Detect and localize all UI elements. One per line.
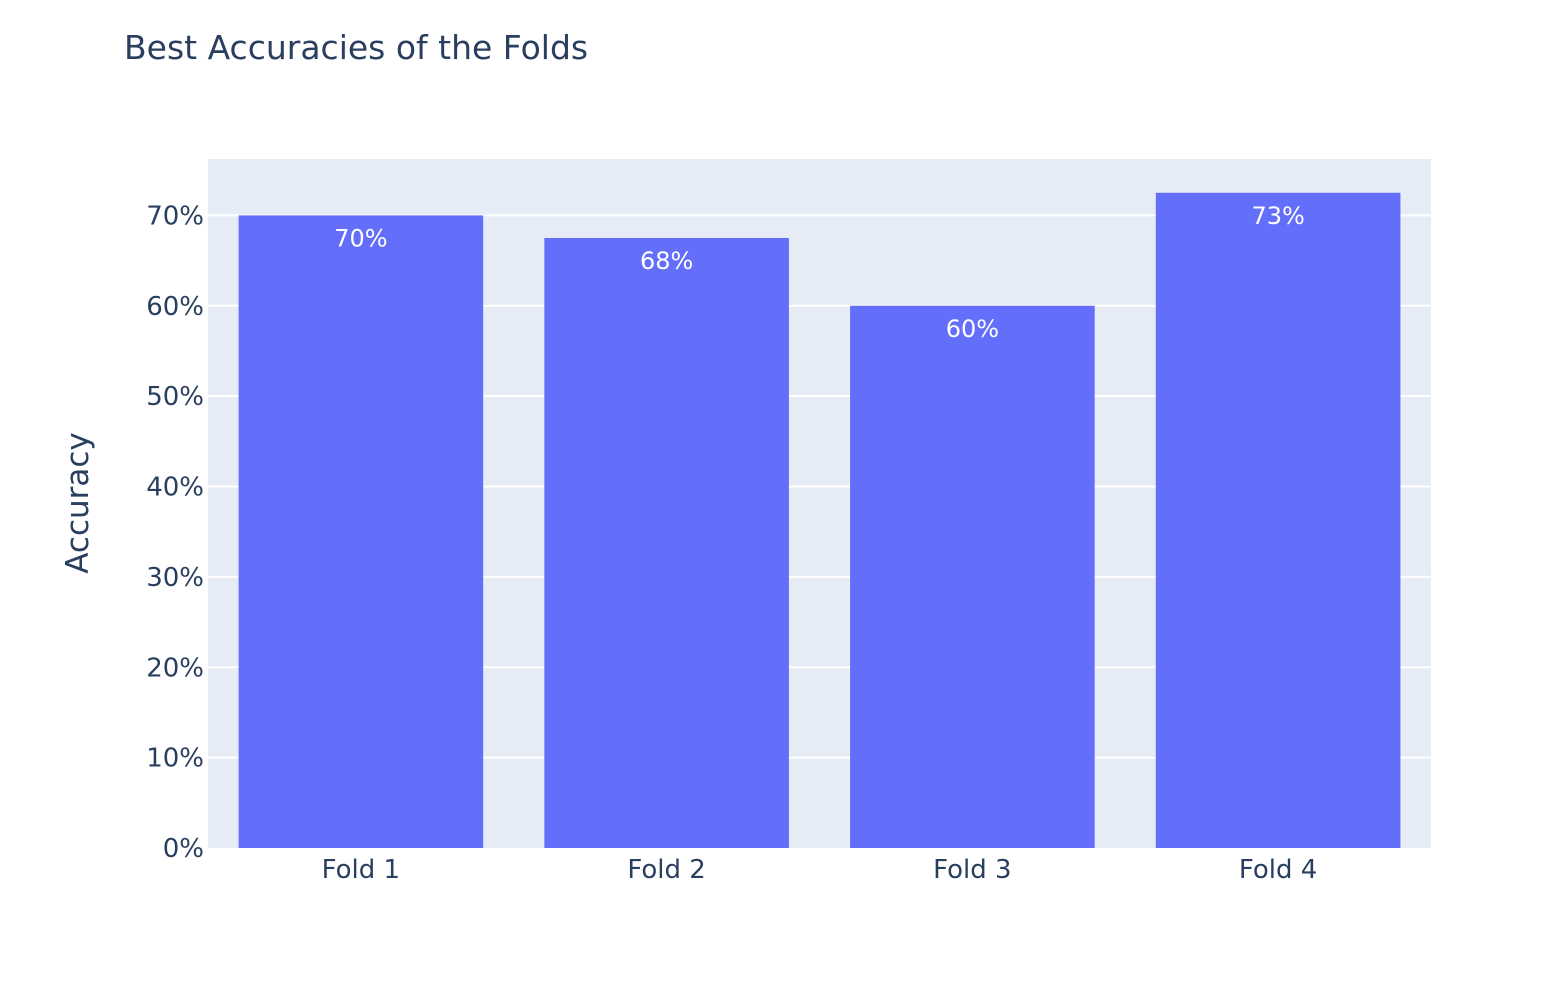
- y-tick-label: 40%: [146, 473, 204, 503]
- x-axis-ticks: Fold 1 Fold 2 Fold 3 Fold 4: [322, 855, 1318, 885]
- bar: [544, 237, 789, 848]
- y-tick-label: 10%: [146, 744, 204, 774]
- x-tick-label: Fold 3: [933, 855, 1011, 885]
- y-tick-label: 0%: [163, 834, 204, 864]
- bar-data-label: 73%: [1251, 202, 1304, 230]
- bar: [850, 305, 1095, 848]
- x-tick-label: Fold 4: [1239, 855, 1317, 885]
- bar: [238, 215, 484, 848]
- y-tick-label: 50%: [146, 382, 204, 412]
- y-axis-ticks: 0% 10% 20% 30% 40% 50% 60% 70%: [146, 201, 204, 864]
- bar-data-label: 70%: [334, 224, 387, 252]
- x-tick-label: Fold 1: [322, 855, 400, 885]
- y-tick-label: 60%: [146, 292, 204, 322]
- y-tick-label: 30%: [146, 563, 204, 593]
- chart-title: Best Accuracies of the Folds: [124, 28, 588, 67]
- bar-data-label: 68%: [640, 247, 693, 275]
- y-tick-label: 70%: [146, 201, 204, 231]
- bars: 70% 68% 60% 73%: [238, 192, 1401, 848]
- bar-data-label: 60%: [946, 315, 999, 343]
- x-tick-label: Fold 2: [627, 855, 705, 885]
- y-axis-title: Accuracy: [60, 432, 96, 574]
- bar: [1155, 192, 1401, 848]
- y-tick-label: 20%: [146, 653, 204, 683]
